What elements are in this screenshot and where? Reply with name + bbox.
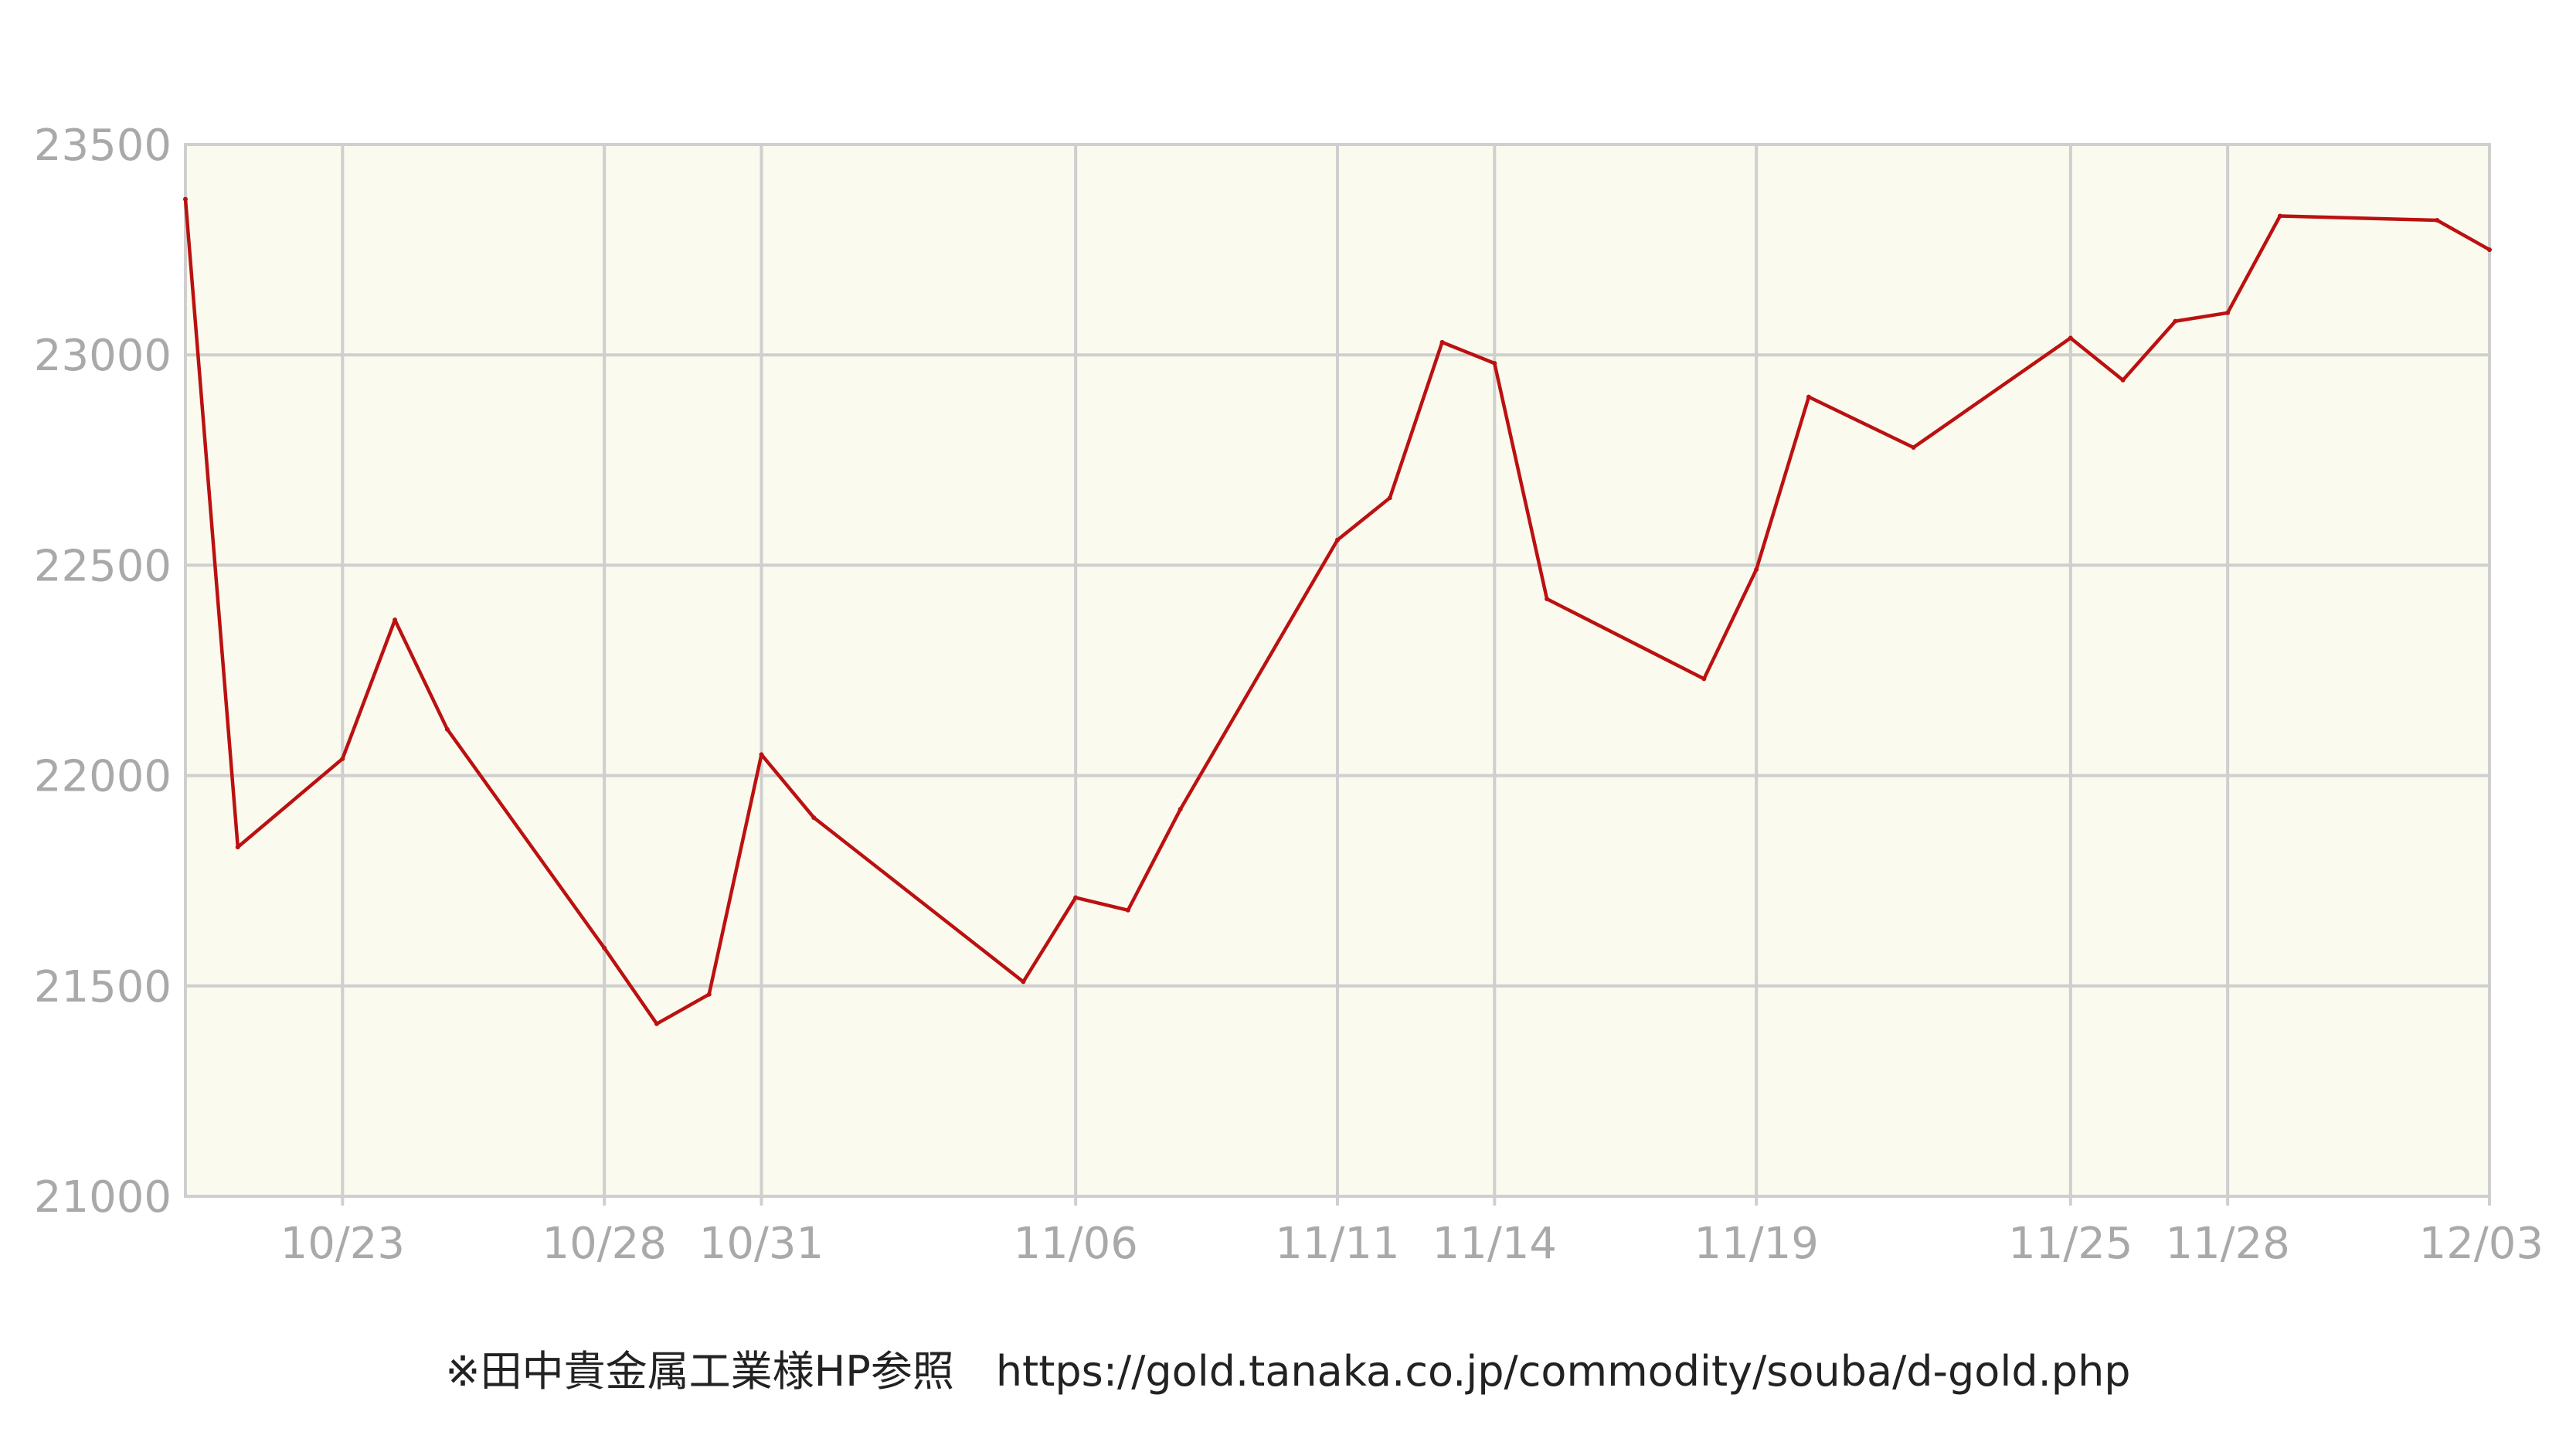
data-point — [602, 945, 607, 951]
axis-labels: 23500 23000 22500 22000 21500 21000 10/23 10/28… — [34, 121, 2544, 1269]
x-tick-label: 11/25 — [2008, 1219, 2133, 1269]
x-tick-label: 10/31 — [699, 1219, 824, 1269]
x-tick-label: 11/19 — [1694, 1219, 1818, 1269]
y-tick-label: 23500 — [34, 121, 172, 171]
data-point — [2068, 335, 2073, 341]
data-point — [1754, 566, 1759, 572]
data-point — [1387, 495, 1392, 501]
data-point — [444, 726, 450, 732]
grid — [184, 143, 2491, 1206]
data-point — [2173, 318, 2178, 324]
data-point — [811, 815, 817, 821]
data-point — [654, 1021, 659, 1026]
data-point — [2277, 213, 2282, 219]
y-tick-label: 23000 — [34, 331, 172, 381]
data-point — [1073, 895, 1079, 900]
data-point — [1806, 394, 1811, 400]
data-point — [1439, 339, 1445, 345]
data-point — [2435, 217, 2440, 223]
x-tick-label: 12/03 — [2419, 1219, 2544, 1269]
x-tick-label: 11/14 — [1432, 1219, 1557, 1269]
y-tick-label: 22000 — [34, 752, 172, 802]
series-line — [183, 197, 2492, 1026]
x-tick-label: 11/06 — [1013, 1219, 1137, 1269]
y-tick-label: 21000 — [34, 1172, 172, 1223]
data-point — [1701, 676, 1707, 682]
data-point — [706, 992, 712, 997]
data-point — [1125, 907, 1130, 913]
data-point — [759, 752, 764, 757]
data-point — [1178, 807, 1183, 812]
x-tick-label: 10/23 — [280, 1219, 405, 1269]
series — [183, 196, 2492, 1026]
data-point — [2487, 247, 2492, 253]
y-tick-label: 21500 — [34, 962, 172, 1012]
data-point — [1492, 361, 1497, 366]
data-point — [393, 617, 398, 623]
y-tick-label: 22500 — [34, 541, 172, 591]
data-point — [235, 845, 240, 850]
data-point — [2225, 310, 2231, 315]
source-note: ※田中貴金属工業様HP参照 https://gold.tanaka.co.jp/… — [445, 1347, 2131, 1396]
x-tick-label: 10/28 — [542, 1219, 666, 1269]
x-tick-label: 11/11 — [1275, 1219, 1399, 1269]
plot-frame — [184, 143, 2491, 1198]
x-tick-label: 11/28 — [2165, 1219, 2289, 1269]
data-point — [1545, 596, 1550, 601]
data-point — [183, 196, 188, 202]
data-point — [2120, 377, 2126, 383]
data-point — [1021, 979, 1026, 985]
data-point — [1335, 537, 1340, 543]
data-point — [340, 756, 345, 761]
data-point — [1911, 444, 1916, 450]
